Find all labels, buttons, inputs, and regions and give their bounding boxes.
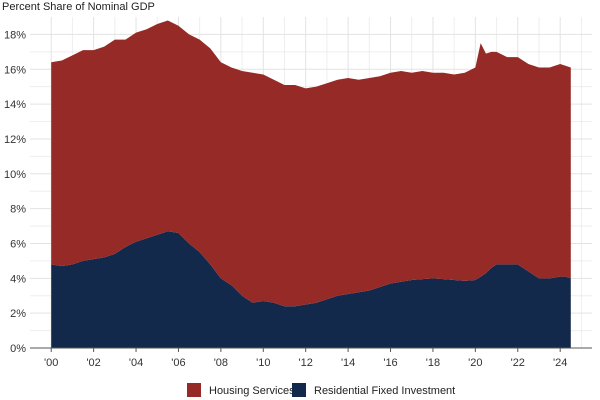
y-tick-label: 0% bbox=[10, 343, 26, 355]
x-tick-label: '18 bbox=[426, 357, 440, 369]
y-tick-label: 10% bbox=[4, 169, 26, 181]
y-tick-label: 12% bbox=[4, 134, 26, 146]
x-tick-label: '14 bbox=[341, 357, 355, 369]
x-tick-label: '10 bbox=[256, 357, 270, 369]
y-tick-label: 14% bbox=[4, 99, 26, 111]
legend-swatch-housing-services bbox=[187, 383, 201, 397]
y-tick-label: 6% bbox=[10, 238, 26, 250]
legend: Housing Services Residential Fixed Inves… bbox=[187, 383, 455, 397]
y-tick-label: 4% bbox=[10, 273, 26, 285]
x-tick-label: '24 bbox=[553, 357, 567, 369]
y-axis-title: Percent Share of Nominal GDP bbox=[2, 1, 155, 13]
y-tick-label: 18% bbox=[4, 29, 26, 41]
x-tick-label: '08 bbox=[214, 357, 228, 369]
area-residential-fixed-investment bbox=[51, 231, 571, 348]
plot-areas bbox=[51, 20, 571, 348]
legend-label-housing-services: Housing Services bbox=[209, 385, 295, 397]
x-tick-label: '00 bbox=[44, 357, 58, 369]
x-tick-label: '12 bbox=[299, 357, 313, 369]
area-housing-services bbox=[51, 20, 571, 307]
x-tick-label: '04 bbox=[129, 357, 143, 369]
x-tick-label: '02 bbox=[86, 357, 100, 369]
y-tick-label: 2% bbox=[10, 308, 26, 320]
x-tick-label: '16 bbox=[383, 357, 397, 369]
y-tick-label: 8% bbox=[10, 204, 26, 216]
x-tick-label: '22 bbox=[511, 357, 525, 369]
legend-swatch-residential-fixed-investment bbox=[292, 383, 306, 397]
x-tick-label: '20 bbox=[468, 357, 482, 369]
x-tick-label: '06 bbox=[171, 357, 185, 369]
y-tick-label: 16% bbox=[4, 64, 26, 76]
axes: 0% 2% 4% 6% 8% 10% 12% 14% 16% 18% '00 '02 '04 '06 '08… bbox=[4, 29, 592, 369]
legend-label-residential-fixed-investment: Residential Fixed Investment bbox=[314, 385, 455, 397]
